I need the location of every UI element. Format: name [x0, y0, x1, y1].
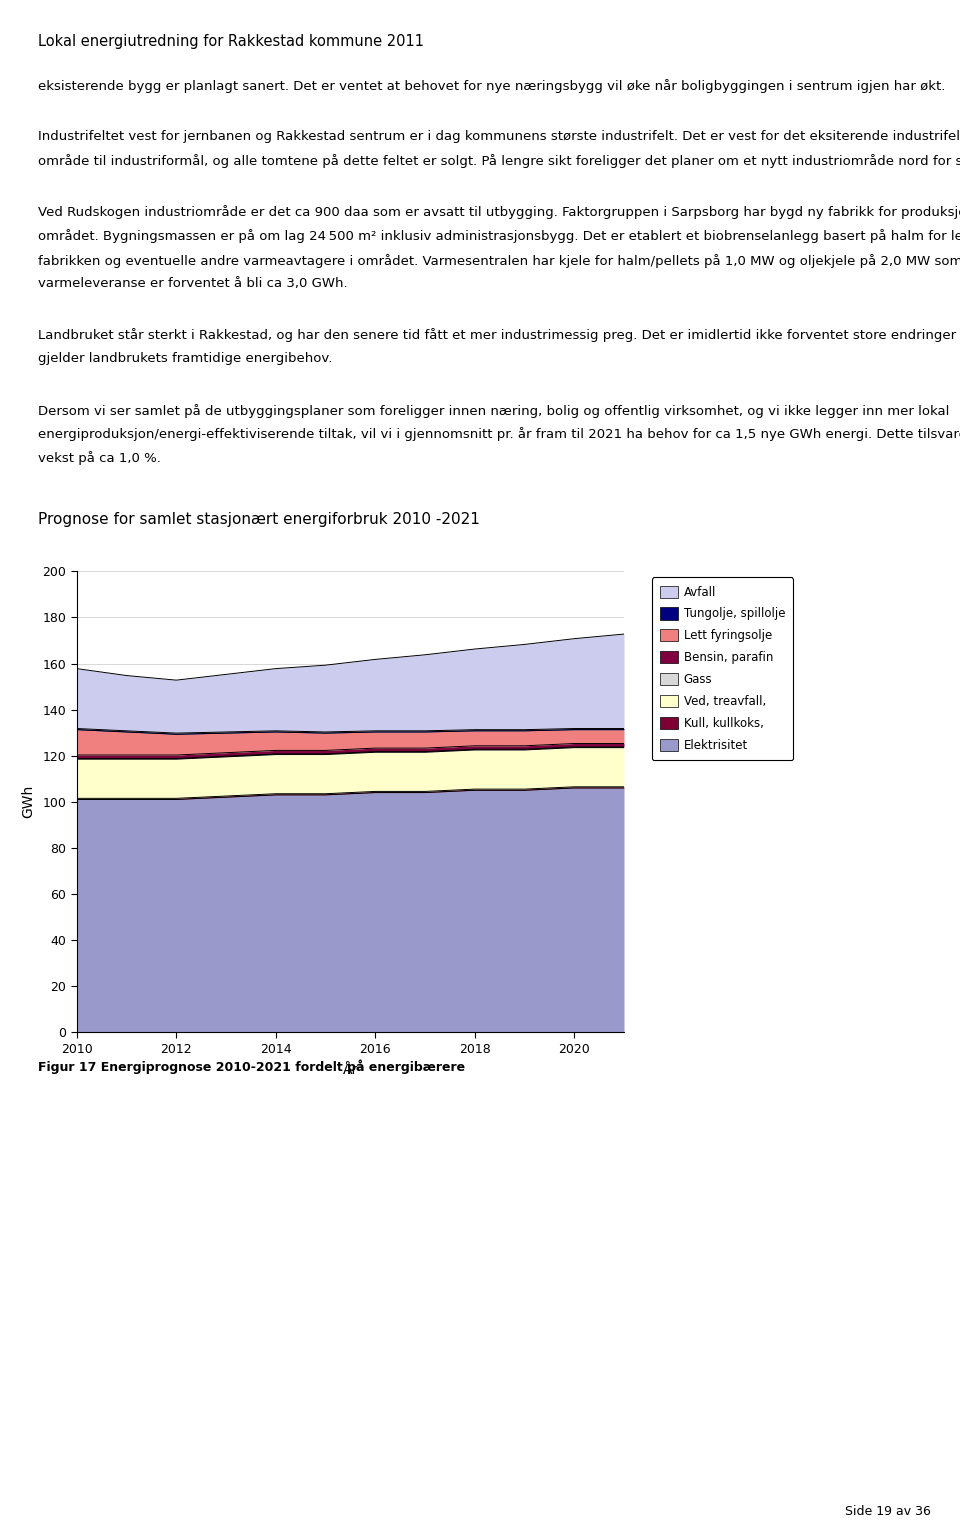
Text: området. Bygningsmassen er på om lag 24 500 m² inklusiv administrasjonsbygg. Det: området. Bygningsmassen er på om lag 24 … [38, 229, 960, 243]
Text: Figur 17 Energiprognose 2010-2021 fordelt på energibærere: Figur 17 Energiprognose 2010-2021 fordel… [38, 1060, 466, 1074]
Text: Ved Rudskogen industriområde er det ca 900 daa som er avsatt til utbygging. Fakt: Ved Rudskogen industriområde er det ca 9… [38, 206, 960, 220]
Text: gjelder landbrukets framtidige energibehov.: gjelder landbrukets framtidige energibeh… [38, 352, 333, 366]
Text: Dersom vi ser samlet på de utbyggingsplaner som foreligger innen næring, bolig o: Dersom vi ser samlet på de utbyggingspla… [38, 404, 949, 418]
Text: Lokal energiutredning for Rakkestad kommune 2011: Lokal energiutredning for Rakkestad komm… [38, 34, 424, 49]
Text: Landbruket står sterkt i Rakkestad, og har den senere tid fått et mer industrime: Landbruket står sterkt i Rakkestad, og h… [38, 329, 960, 343]
Text: eksisterende bygg er planlagt sanert. Det er ventet at behovet for nye næringsby: eksisterende bygg er planlagt sanert. De… [38, 78, 946, 92]
Y-axis label: GWh: GWh [21, 785, 36, 819]
Text: Side 19 av 36: Side 19 av 36 [845, 1505, 930, 1518]
Legend: Avfall, Tungolje, spillolje, Lett fyringsolje, Bensin, parafin, Gass, Ved, treav: Avfall, Tungolje, spillolje, Lett fyring… [652, 578, 793, 760]
Text: vekst på ca 1,0 %.: vekst på ca 1,0 %. [38, 452, 161, 465]
Text: område til industriformål, og alle tomtene på dette feltet er solgt. På lengre s: område til industriformål, og alle tomte… [38, 154, 960, 167]
X-axis label: År: År [343, 1063, 358, 1077]
Text: Prognose for samlet stasjonært energiforbruk 2010 -2021: Prognose for samlet stasjonært energifor… [38, 511, 480, 527]
Text: Industrifeltet vest for jernbanen og Rakkestad sentrum er i dag kommunens størst: Industrifeltet vest for jernbanen og Rak… [38, 131, 960, 143]
Text: fabrikken og eventuelle andre varmeavtagere i området. Varmesentralen har kjele : fabrikken og eventuelle andre varmeavtag… [38, 253, 960, 267]
Text: varmeleveranse er forventet å bli ca 3,0 GWh.: varmeleveranse er forventet å bli ca 3,0… [38, 276, 348, 290]
Text: energiproduksjon/energi-effektiviserende tiltak, vil vi i gjennomsnitt pr. år fr: energiproduksjon/energi-effektiviserende… [38, 427, 960, 441]
